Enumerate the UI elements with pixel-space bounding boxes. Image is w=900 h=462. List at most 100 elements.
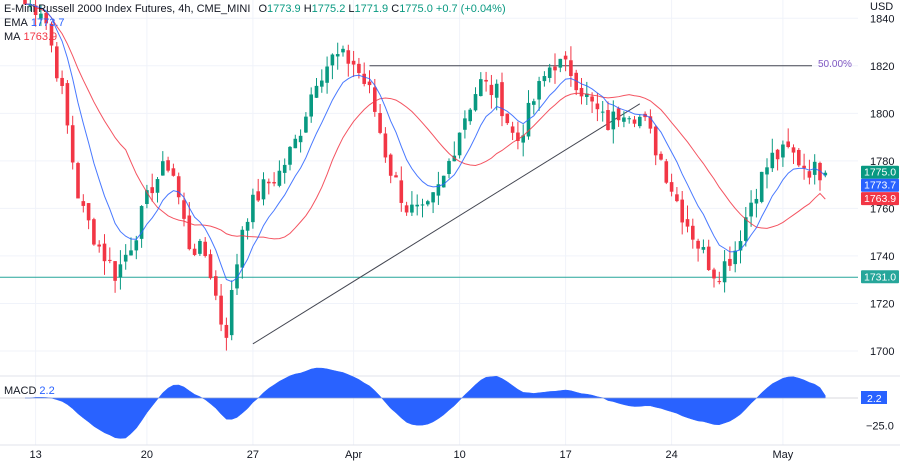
candle-body [494,83,499,98]
candle-body [208,254,213,279]
candle-body [245,221,250,231]
candle-body [357,63,361,74]
resistance-label: 50.00% [818,59,852,70]
legend-title: E-Mini Russell 2000 Index Futures, 4h, C… [4,2,506,16]
macd-axis-label: −25.0 [866,421,894,433]
y-tick-label: 1780 [870,156,894,168]
candle-body [70,125,75,163]
legend-ma: MA 1763.9 [4,30,57,44]
price-tag-label: 1775.0 [864,167,896,179]
candle-body [479,79,483,97]
candle-body [256,191,260,201]
candle-body [81,201,86,206]
candle-body [49,23,54,46]
x-tick-label: May [773,449,794,461]
candle-body [669,182,674,192]
candle-body [97,244,101,247]
y-axis-ticks: 1700 1720 1740 1760 1780 1800 1820 1840 [870,13,894,358]
candle-body [765,167,769,175]
candle-body [410,204,414,213]
ma-line [24,3,826,240]
candle-body [638,116,642,127]
candle-body [404,205,409,213]
candle-body [267,181,271,184]
candle-body [298,135,303,143]
close-value: 1775.0 [399,3,433,15]
x-axis-ticks: 13 20 27 Apr 10 17 24 May [0,444,900,461]
candle-body [176,176,181,198]
candle-body [155,179,160,193]
candle-body [304,116,308,133]
candle-body [616,108,621,121]
macd-tag [861,391,887,404]
candle-body [203,241,207,256]
y-tick-label: 1740 [870,251,894,263]
candle-body [28,4,33,7]
ma-label: MA [4,31,21,43]
y-tick-label: 1840 [870,13,894,25]
candle-body [622,117,626,122]
candle-body [224,324,229,338]
candle-body [542,76,547,82]
candle-body [818,162,822,181]
candle-body [118,264,123,278]
candle-body [251,194,255,223]
candle-body [367,81,372,86]
candle-body [320,80,324,87]
macd-tag-label: 2.2 [867,393,882,405]
candle-body [55,46,59,79]
ma-value: 1763.9 [23,31,58,43]
macd-area [24,367,826,439]
candle-body [585,93,589,97]
candle-body [219,295,223,325]
ohlc-values: O1773.9 H1775.2 L1771.9 C1775.0 +0.7 (+0… [258,3,505,15]
candle-body [627,118,631,120]
low-label: L [348,3,355,15]
y-tick-label: 1800 [870,108,894,120]
x-tick-label: 13 [29,449,41,461]
candle-body [235,264,239,289]
candle-body [590,96,594,102]
candle-body [547,67,552,78]
y-tick-label: 1820 [870,61,894,73]
candle-body [23,0,27,5]
price-tag [861,192,899,206]
candle-body [653,126,658,156]
price-tag-label: 1731.0 [864,271,896,283]
candle-body [797,149,801,166]
candle-body [373,87,377,112]
candle-body [680,199,684,223]
candle-body [288,146,292,165]
x-tick-label: Apr [345,449,362,461]
candle-body [229,289,234,336]
candle-body [129,250,133,256]
candle-body [712,269,716,279]
candle-body [532,101,536,105]
candle-body [261,179,266,200]
candle-body [192,248,197,255]
candle-body [282,164,287,173]
legend-macd: MACD 2.2 [4,384,55,398]
candle-body [145,190,149,204]
ema-line [24,3,826,283]
price-tag-label: 1763.9 [864,193,896,205]
candle-body [738,241,743,251]
candle-body [648,116,653,129]
macd-value: 2.2 [39,385,55,397]
x-tick-label: 10 [453,449,465,461]
price-tag [861,178,899,192]
levels [0,65,858,345]
candle-body [537,81,541,100]
candle-body [330,54,335,66]
candle-body [272,182,276,184]
candles [23,0,828,351]
candle-body [728,258,732,266]
candle-body [351,60,356,65]
candle-body [113,261,117,281]
candle-body [770,152,775,169]
candle-body [733,250,737,265]
macd-histogram: 2.2 −25.0 [0,367,894,439]
candle-body [325,66,329,83]
candle-body [569,60,573,76]
